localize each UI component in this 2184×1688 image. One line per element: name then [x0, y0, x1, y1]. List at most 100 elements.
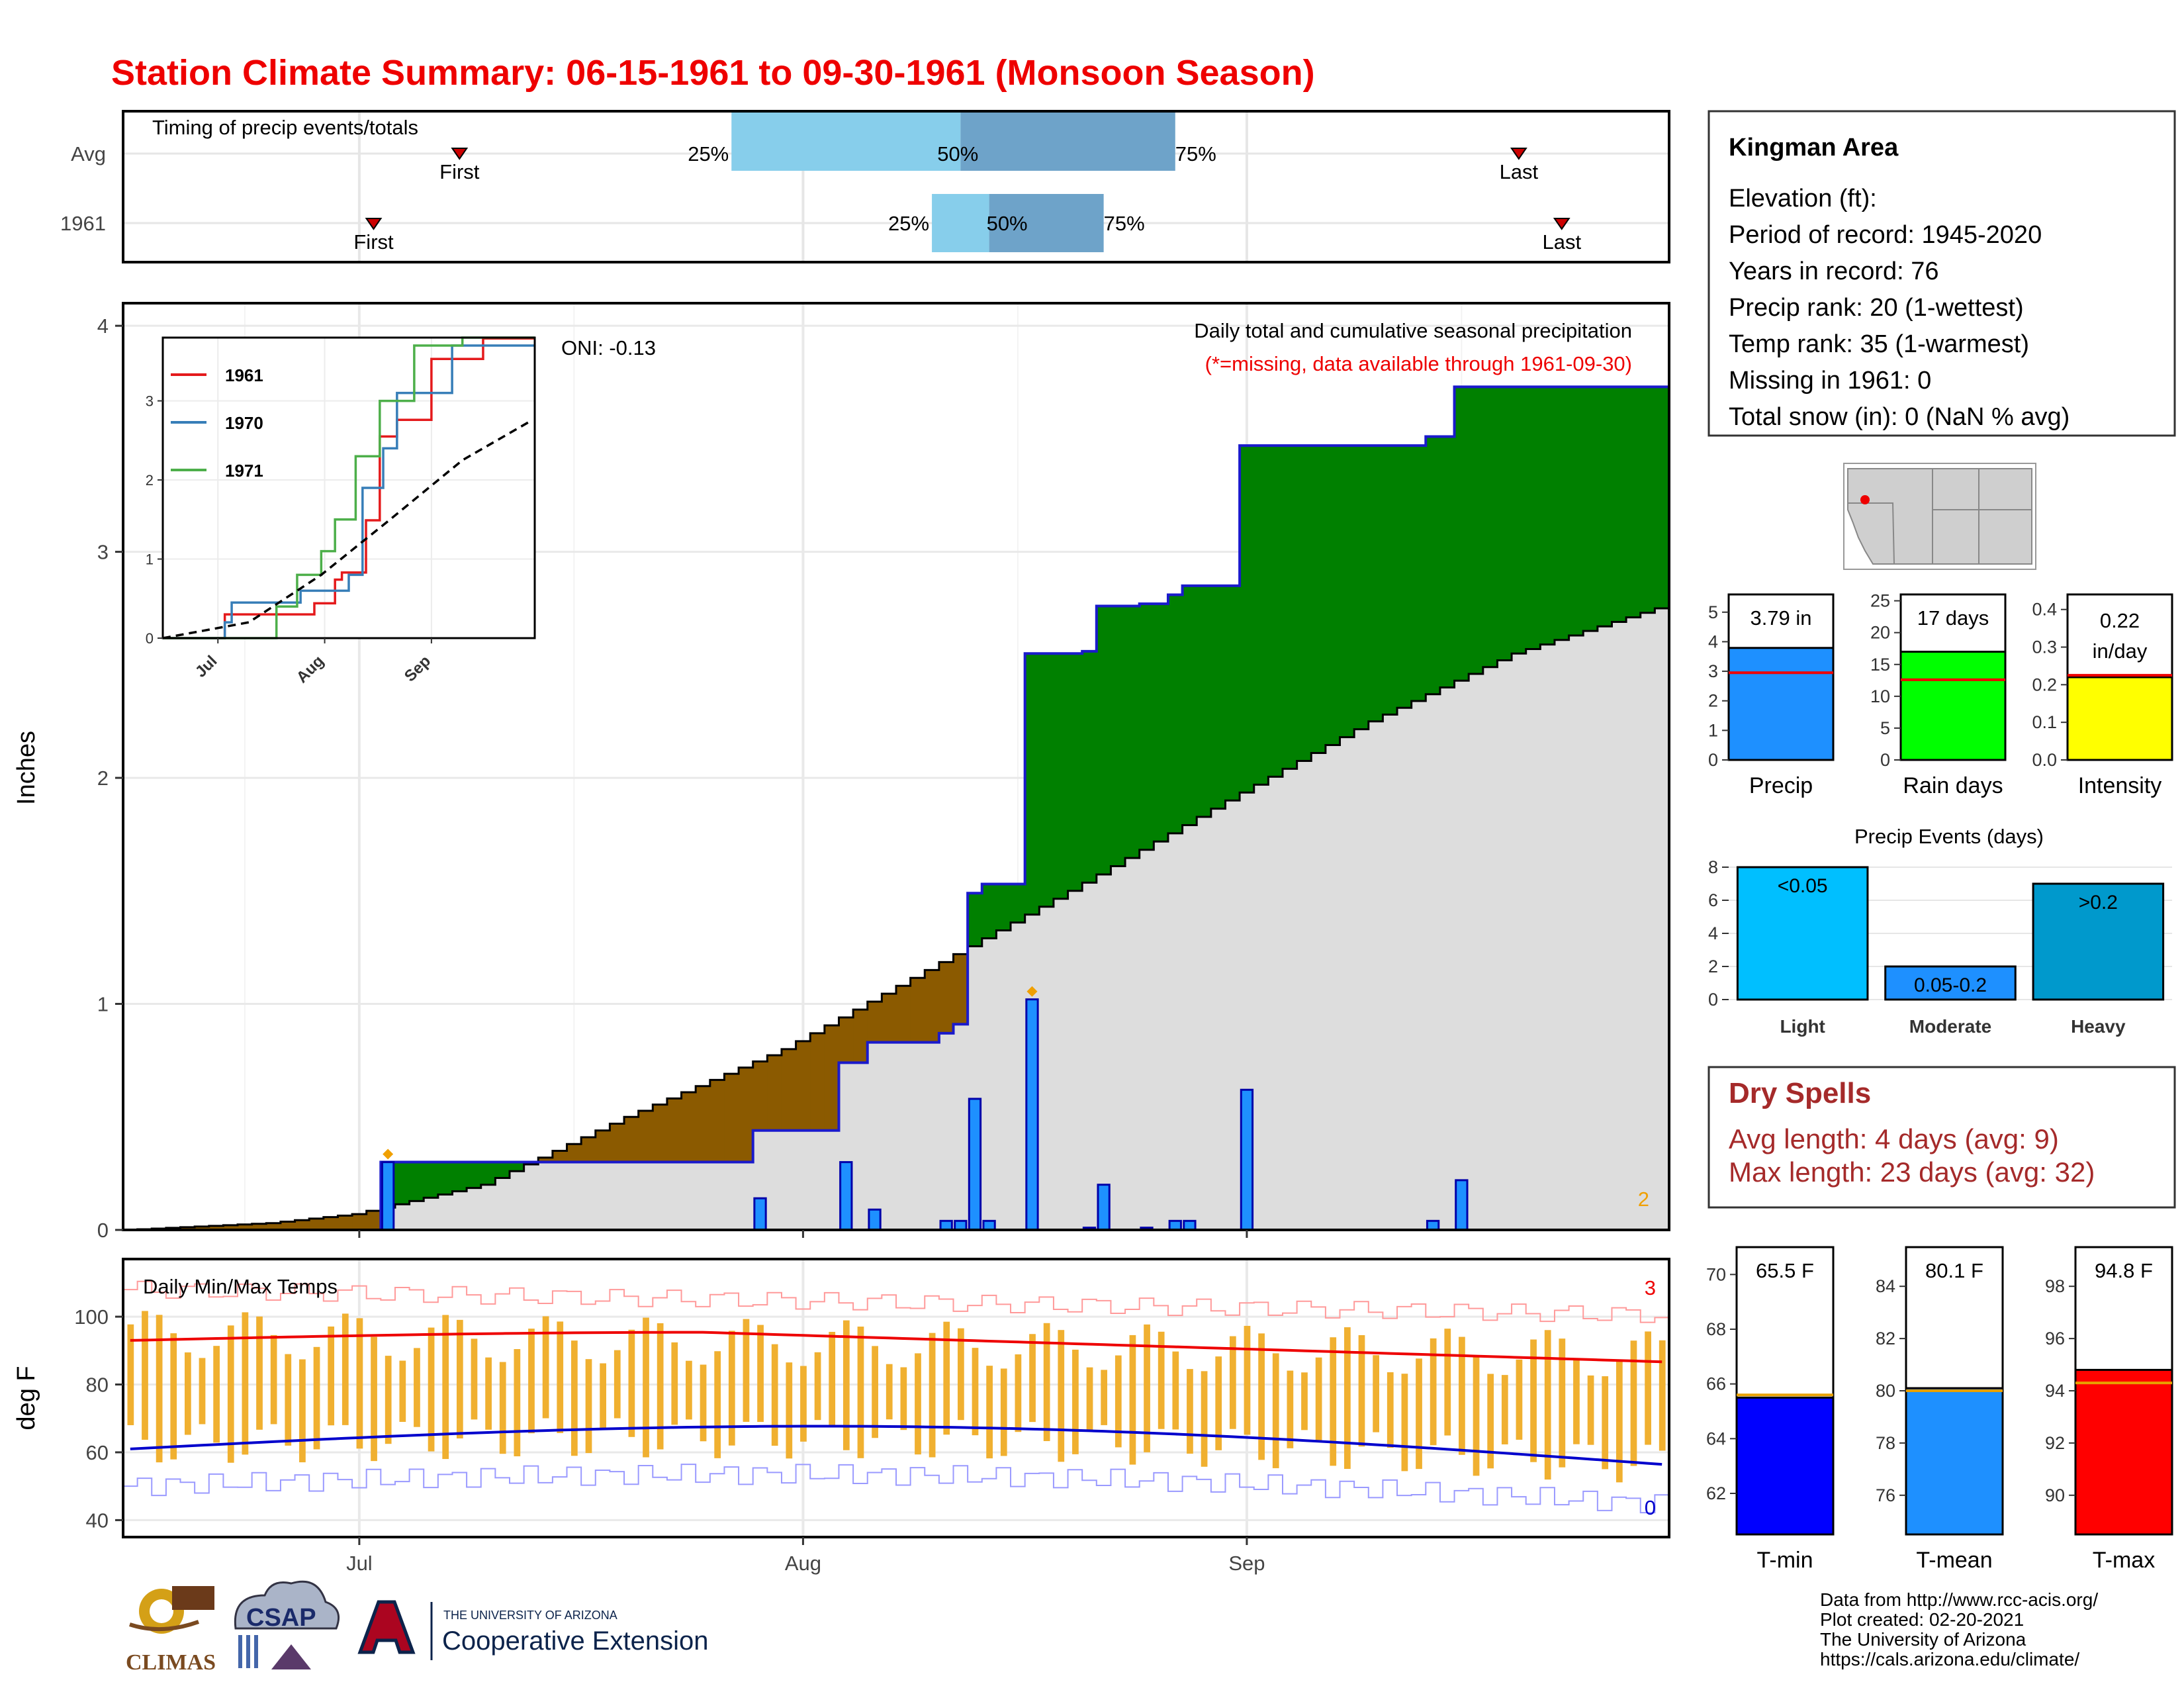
- cum-diff-46: [781, 1049, 797, 1131]
- precip-bar-1: [753, 1197, 767, 1231]
- summary-intensity-tick-label-4: 0.4: [2032, 600, 2057, 620]
- summary-rain-days-tick-label-3: 15: [1870, 655, 1890, 675]
- precip-flag-0: [383, 1149, 394, 1160]
- temp-bar-32: [585, 1359, 592, 1454]
- timing-last-marker-1: [1553, 218, 1570, 230]
- temp-bar-105: [1630, 1340, 1637, 1466]
- temp-bar-58: [958, 1328, 964, 1421]
- cum-diff-40: [696, 1086, 711, 1162]
- precip-flag-8: [1026, 986, 1038, 997]
- cum-diff-37: [653, 1104, 668, 1162]
- temp-summary-tmean-value-label: 80.1 F: [1925, 1259, 1983, 1282]
- temp-bar-107: [1659, 1340, 1666, 1451]
- temp-bar-10: [270, 1335, 277, 1425]
- temp-summary-tmin-tick-label-0: 62: [1706, 1483, 1726, 1503]
- temp-bar-63: [1029, 1334, 1036, 1423]
- timing-first-marker-1: [365, 218, 383, 230]
- summary-intensity-tick-label-0: 0.0: [2032, 750, 2057, 770]
- cum-diff-23: [452, 1162, 467, 1192]
- precip-events-title: Precip Events (days): [1854, 825, 2044, 848]
- cum-diff-73: [1167, 594, 1183, 833]
- timing-label-25-1: 25%: [888, 212, 929, 235]
- temp-bar-66: [1072, 1349, 1079, 1454]
- temp-panel: 40 60 80 100 Jul Aug Sep Daily Min/Max Temps 3…: [13, 1258, 1670, 1575]
- events-bar-label-moderate: 0.05-0.2: [1914, 974, 1987, 996]
- inset-series-1961: [163, 337, 535, 639]
- temp-bar-45: [771, 1344, 778, 1446]
- cum-diff-68: [1096, 606, 1112, 874]
- cum-diff-49: [824, 1025, 840, 1131]
- station-line-missing: Missing in 1961: 0: [1729, 367, 1931, 395]
- temp-bar-97: [1516, 1359, 1523, 1440]
- precip-panel-frame: [122, 302, 1670, 1231]
- summary-intensity-value-label-2: in/day: [2093, 639, 2148, 663]
- dry-spells-frame: [1707, 1066, 2176, 1209]
- temp-bar-98: [1530, 1339, 1537, 1462]
- summary-intensity-bar: [2066, 676, 2173, 761]
- precip-ytick-label-4: 4: [97, 314, 109, 338]
- summary-intensity-value-label: 0.22: [2100, 609, 2140, 632]
- temp-bar-6: [213, 1346, 220, 1443]
- summary-precip-tick-label-2: 2: [1708, 691, 1718, 711]
- temp-bar-42: [728, 1331, 735, 1446]
- cum-diff-55: [910, 978, 925, 1043]
- temp-bar-23: [456, 1319, 463, 1438]
- timing-marks: 25% 50% 75% First Last 25% 50% 75% First Last: [353, 142, 1581, 254]
- cum-diff-5: [195, 1226, 210, 1230]
- temp-bar-1: [142, 1311, 148, 1440]
- summary-rain-days-tick-label-2: 10: [1870, 686, 1890, 706]
- timing-label-50-0: 50%: [937, 142, 978, 165]
- timing-iqr-high-0: [960, 113, 1175, 171]
- temp-xtick-label-2: Sep: [1228, 1552, 1265, 1575]
- cum-diff-101: [1569, 387, 1584, 635]
- timing-iqr-high-1: [989, 194, 1104, 252]
- temp-bar-3: [170, 1333, 177, 1460]
- events-category-light: Light: [1780, 1016, 1825, 1037]
- temp-bar-53: [886, 1364, 893, 1420]
- csap-logo: CSAP: [234, 1580, 340, 1669]
- cum-diff-102: [1583, 387, 1598, 632]
- summary-bar-charts: 0 1 2 3 4 5 3.79 in Precip 0 5 10 15 20 25 17 days Rain…: [1708, 591, 2173, 798]
- summary-intensity-tick-label-3: 0.3: [2032, 637, 2057, 657]
- cum-diff-21: [424, 1162, 439, 1198]
- cum-diff-22: [437, 1162, 453, 1195]
- summary-precip-axis-label: Precip: [1749, 773, 1813, 798]
- record-min-line: [123, 1464, 1669, 1514]
- summary-intensity-axis-label: Intensity: [2078, 773, 2162, 798]
- cum-diff-99: [1540, 387, 1555, 645]
- summary-precip-tick-label-4: 4: [1708, 632, 1718, 651]
- temp-bar-73: [1172, 1351, 1179, 1430]
- temp-bar-11: [285, 1354, 292, 1446]
- temp-bar-17: [371, 1336, 377, 1462]
- temp-bar-52: [872, 1346, 878, 1438]
- cum-diff-27: [510, 1162, 525, 1172]
- precip-bar-15: [1426, 1219, 1440, 1231]
- temp-summary-tmax-tick-label-4: 98: [2045, 1276, 2065, 1296]
- cum-diff-104: [1612, 387, 1627, 622]
- station-line-period: Period of record: 1945-2020: [1729, 221, 2042, 249]
- temp-summary-tmin-value-label: 65.5 F: [1756, 1259, 1814, 1282]
- cum-diff-16: [352, 1214, 367, 1230]
- temp-bar-44: [757, 1325, 764, 1423]
- cum-diff-69: [1111, 606, 1126, 867]
- temp-grid: [123, 1259, 1669, 1537]
- summary-rain-days-tick-label-5: 25: [1870, 591, 1890, 611]
- temp-bar-89: [1401, 1374, 1408, 1472]
- temp-bar-49: [829, 1331, 836, 1426]
- cum-diff-11: [280, 1221, 296, 1230]
- precip-ytick-label-1: 1: [97, 993, 109, 1016]
- cum-diff-94: [1469, 387, 1484, 674]
- precip-bar-4: [939, 1219, 953, 1231]
- cum-diff-88: [1383, 445, 1398, 715]
- temp-bar-2: [156, 1315, 163, 1463]
- temp-bar-64: [1043, 1323, 1050, 1442]
- cum-diff-52: [867, 1002, 882, 1043]
- timing-bars: [731, 113, 1175, 252]
- cum-diff-100: [1554, 387, 1570, 640]
- precip-bar-13: [1183, 1219, 1197, 1231]
- temp-bar-50: [842, 1320, 850, 1450]
- logos: CLIMAS CSAP THE UNIVERSITY OF ARIZONA Co…: [126, 1580, 708, 1675]
- temp-bar-76: [1215, 1356, 1222, 1450]
- temp-bar-18: [385, 1356, 392, 1444]
- cum-diff-71: [1139, 604, 1154, 850]
